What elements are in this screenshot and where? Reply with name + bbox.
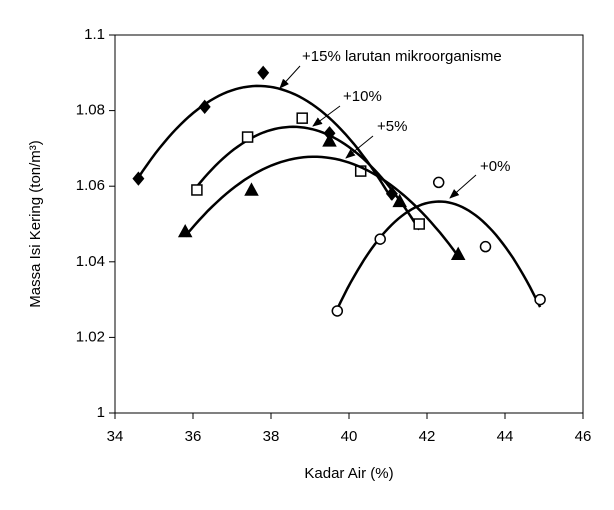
y-tick-label: 1.1	[84, 26, 105, 43]
point	[432, 176, 445, 189]
point	[331, 305, 344, 317]
x-tick-label: 34	[107, 428, 124, 445]
x-tick-label: 36	[185, 428, 202, 445]
x-tick-label: 46	[575, 428, 592, 445]
series-label: +5%	[377, 118, 407, 135]
point	[257, 65, 270, 80]
point	[132, 171, 145, 186]
point	[296, 112, 308, 124]
x-tick-label: 44	[497, 428, 514, 445]
y-tick-label: 1.04	[76, 253, 105, 270]
plot-frame	[114, 34, 584, 414]
y-tick-label: 1.08	[76, 102, 105, 119]
trend-line	[195, 125, 421, 231]
point	[413, 218, 425, 230]
point	[479, 240, 492, 253]
x-axis-label: Kadar Air (%)	[304, 465, 393, 482]
y-tick-label: 1	[97, 404, 105, 421]
y-axis-label: Massa Isi Kering (ton/m³)	[27, 140, 44, 308]
point	[374, 233, 386, 245]
annotation-arrow	[345, 135, 374, 159]
point	[191, 184, 203, 196]
y-tick-label: 1.02	[76, 328, 105, 345]
point	[385, 186, 398, 201]
point	[450, 246, 466, 260]
point	[392, 193, 407, 208]
x-tick-label: 38	[263, 428, 280, 445]
trend-line	[184, 155, 460, 257]
point	[177, 223, 193, 238]
x-tick-label: 40	[341, 428, 358, 445]
annotation-arrow	[312, 105, 341, 127]
point	[198, 99, 211, 114]
trend-line	[336, 200, 542, 310]
x-tick-label: 42	[419, 428, 436, 445]
series-label: +15% larutan mikroorganisme	[302, 48, 502, 65]
point	[322, 133, 337, 147]
series-label: +0%	[480, 158, 510, 175]
point	[534, 293, 546, 306]
y-tick-label: 1.06	[76, 177, 105, 194]
trend-line	[137, 84, 393, 201]
point	[241, 131, 254, 143]
series-label: +10%	[343, 88, 382, 105]
annotation-arrow	[449, 174, 477, 199]
annotation-arrow	[279, 65, 301, 89]
point	[244, 182, 259, 196]
